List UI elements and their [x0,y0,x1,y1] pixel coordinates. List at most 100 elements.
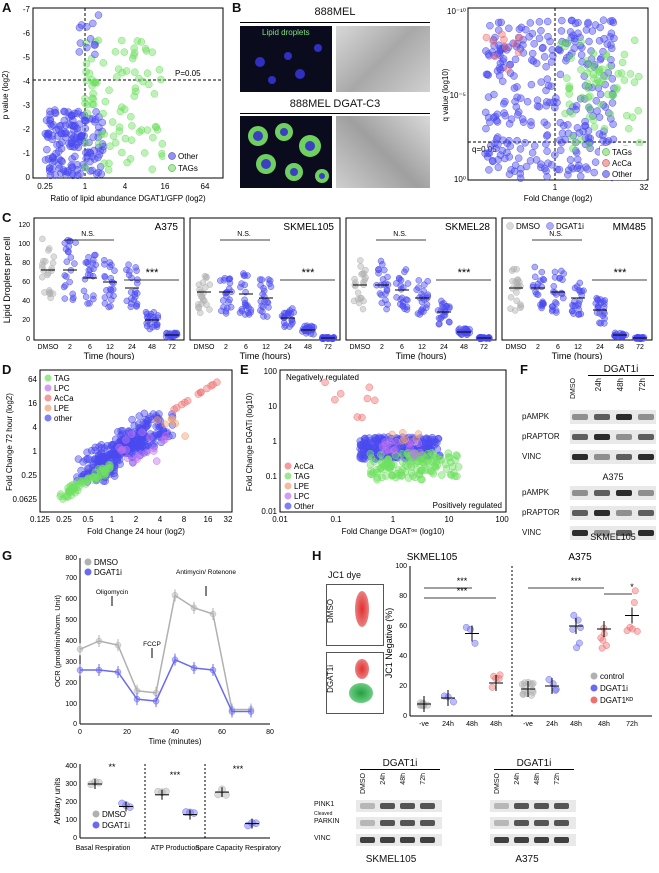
micro-image-888mel-dgat [240,116,332,188]
tick-label: 72 [636,344,644,351]
tag-point [563,38,571,47]
other-point [588,27,597,35]
blot-row-label: PINK1 [314,801,335,808]
dgat1i-point [383,305,390,313]
other-point [91,41,99,49]
jc1-point [631,587,639,595]
tag-point [140,149,149,157]
other-point [372,437,380,445]
tick-label: 0.1 [330,515,342,524]
lpc-point [138,428,146,437]
tag-point [157,75,165,84]
jc1-point [450,698,457,706]
lpc-point [416,448,424,457]
other-point [507,166,515,174]
dgat1i-point [125,271,133,279]
significance: *** [302,267,316,279]
dgat1i-point [549,306,556,314]
tick-label: 0.01 [272,515,288,524]
other-point [591,158,600,166]
plot-line [193,607,214,615]
tag-point [65,488,74,496]
dgat1i-point [570,302,577,310]
tag-point [608,92,617,100]
dgat1i-point [108,296,115,304]
other-point [555,45,563,54]
tag-point [430,455,438,464]
fccp-annotation: FCCP [143,641,161,648]
other-point [81,124,90,133]
other-point [492,116,501,125]
tag-point [105,86,113,94]
tag-point [100,130,108,138]
other-point [46,120,54,128]
tag-point [604,90,612,99]
tag-point [382,472,390,480]
dgat1i-point [553,309,560,316]
tag-point [99,109,107,118]
other-point [86,157,94,166]
legend-dmso: DMSO [94,558,118,567]
dgat1i-point [225,275,233,283]
other-point [499,136,507,145]
tag-point [590,74,598,82]
blot-band [360,803,375,809]
dgat1i-point [288,317,295,324]
panel-f: F DGAT1i DMSO 24h 48h 72h pAMPK pRAPTOR VI… [520,362,659,542]
dgat1i-point [171,330,178,337]
lpc-point [152,457,161,465]
other-point [107,454,116,462]
blot-band [400,820,415,826]
dgat1i-point [222,289,229,297]
other-point [79,458,87,466]
dgat1i-point [65,243,73,250]
significance: *** [146,267,160,279]
tag-point [384,464,393,472]
dgat1i-point [266,280,273,287]
other-point [74,455,83,463]
blot-band [616,490,632,496]
dmso-point [514,276,521,284]
other-point [607,61,616,70]
tag-point [595,67,603,75]
panel-letter: D [2,362,12,377]
tag-point [584,93,593,102]
tick-label: DMSO [506,344,528,351]
tag-point [403,450,412,458]
dgat1i-point [110,292,117,300]
lane-label: DMSO [360,773,367,794]
dmso-point [47,294,54,302]
other-point [537,26,545,35]
dgat1i-point [222,310,230,317]
tag-point [428,468,436,476]
other-point [367,449,376,457]
tag-point [565,84,573,93]
jc1-point [528,681,536,689]
other-point [568,49,576,57]
dmso-point [351,275,358,283]
tick-label: 24 [440,344,448,351]
title-888mel: 888MEL [314,6,356,18]
tag-point [628,113,637,121]
group-label: Basal Respiration [76,845,131,852]
tag-point [366,470,375,478]
lane-label: 72h [554,773,561,785]
blot-band [400,837,415,843]
acca-point [194,390,203,398]
dmso-point [40,257,47,265]
tag-point [444,453,453,461]
blot-sub-label: Cleaved [314,811,333,817]
tick-label: 72 [324,344,332,351]
lpe-point [153,416,162,424]
other-point [582,163,590,171]
y-ticks-c: 0 20 40 60 80 100 120 [18,222,30,343]
tag-point [97,130,105,139]
other-point [569,164,577,173]
lpc-point [142,448,151,457]
tick-label: 32 [640,183,649,192]
dmso-point [45,247,52,254]
tag-point [617,69,626,77]
other-point [573,124,582,132]
blot-band [380,803,395,809]
dgat1i-point [61,282,69,289]
